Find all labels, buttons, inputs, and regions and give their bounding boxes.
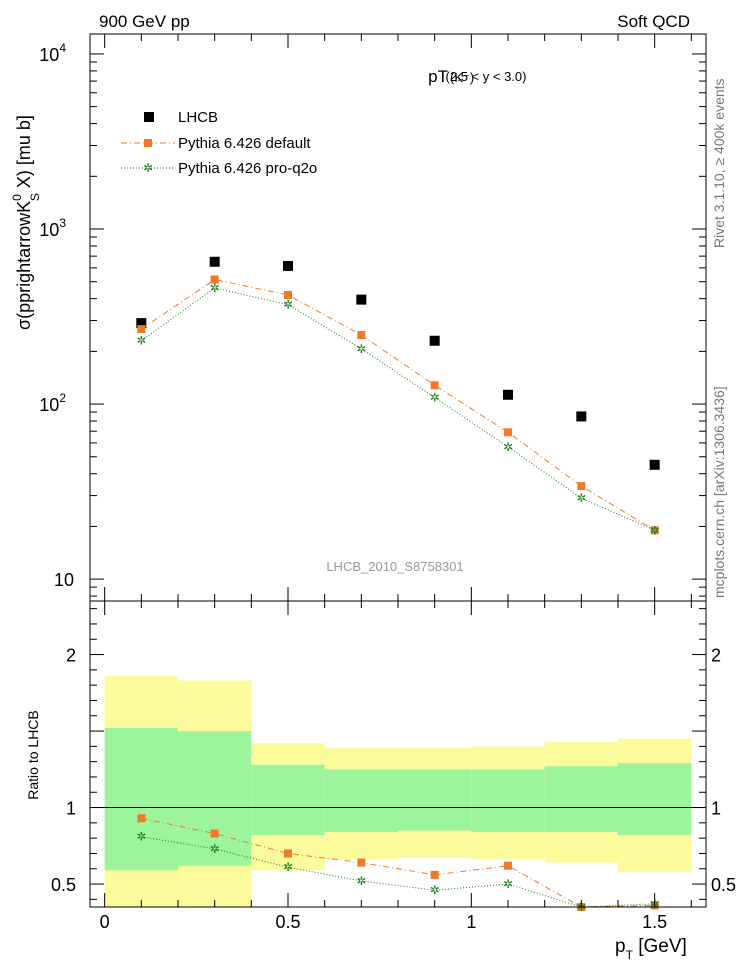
- main-y-tick-label: 103: [39, 216, 66, 240]
- lhcb-data-point: [503, 389, 513, 400]
- pythia-default-point: [577, 482, 586, 491]
- lhcb-data-point: [429, 335, 440, 346]
- ratio-pythia-proq2o-point: ✲: [210, 842, 220, 856]
- legend-label-lhcb: LHCB: [178, 109, 218, 126]
- main-y-axis-title: σ(pprightarrowK0 S X) [mu b]: [10, 115, 42, 330]
- ratio-stat-band: [104, 727, 178, 871]
- pythia-proq2o-point: ✲: [503, 440, 513, 454]
- ratio-pythia-default-point: [357, 858, 366, 867]
- pythia-default-point: [210, 275, 219, 284]
- ratio-pythia-default-point: [430, 870, 439, 879]
- plot-title-range: (2.5 < y < 3.0): [446, 69, 527, 84]
- plot-title-main: pT: [428, 67, 448, 86]
- main-y-tick-label: 10: [54, 570, 74, 590]
- legend-marker-lhcb: [144, 112, 154, 122]
- ratio-pythia-proq2o-point: ✲: [430, 883, 440, 897]
- lhcb-data-point: [649, 459, 660, 470]
- x-axis-title-base: p: [615, 936, 626, 957]
- ratio-pythia-default-point: [284, 849, 292, 858]
- legend: LHCB Pythia 6.426 default ✲ Pythia 6.426…: [121, 109, 317, 177]
- main-series-2: ✲ ✲ ✲ ✲ ✲ ✲ ✲ ✲: [136, 281, 659, 537]
- legend-marker-pythia-proq2o: ✲: [143, 161, 153, 175]
- mcplots-label: mcplots.cern.ch [arXiv:1306.3436]: [711, 386, 727, 598]
- y-axis-title-tail: X) [mu b]: [14, 115, 34, 193]
- plot-title-particle: (K⁻): [450, 70, 474, 85]
- pythia-proq2o-point: ✲: [576, 491, 586, 505]
- pythia-proq2o-point: ✲: [283, 298, 293, 312]
- header-left-label: 900 GeV pp: [99, 12, 190, 31]
- ratio-pythia-proq2o-point: ✲: [136, 830, 146, 844]
- legend-entry-pythia-default: Pythia 6.426 default: [121, 135, 311, 152]
- main-series-0: [136, 256, 660, 470]
- ratio-stat-band: [398, 769, 472, 831]
- ratio-stat-band: [178, 731, 252, 866]
- y-axis-title-sup: 0: [10, 194, 24, 201]
- legend-marker-pythia-default: [144, 139, 152, 147]
- main-panel: ✲ ✲ ✲ ✲ ✲ ✲ ✲ ✲ 10 102 103 104 pT (K⁻) (2.5 < y < …: [10, 33, 707, 602]
- pythia-default-point: [357, 331, 366, 340]
- ratio-pythia-proq2o-point: ✲: [503, 877, 513, 891]
- main-y-tick-label: 104: [39, 41, 66, 65]
- y-axis-title-base: σ(pprightarrowK: [14, 201, 34, 330]
- pythia-proq2o-point: ✲: [136, 334, 146, 348]
- ratio-y-tick-label-right: 2: [711, 646, 721, 666]
- ratio-stat-band: [324, 769, 398, 833]
- x-axis-title-sub: T: [626, 948, 634, 962]
- legend-entry-lhcb: LHCB: [144, 109, 218, 126]
- ratio-series-line-0: [141, 817, 655, 908]
- main-series-line-1: [141, 278, 655, 531]
- ratio-series-line-1: [141, 836, 655, 908]
- ratio-pythia-proq2o-point: ✲: [283, 860, 293, 874]
- x-tick-label: 0.5: [275, 912, 300, 932]
- ratio-y-tick-label-right: 0.5: [711, 875, 736, 895]
- ratio-stat-band: [544, 766, 618, 833]
- ratio-pythia-default-point: [137, 814, 146, 823]
- pythia-proq2o-point: ✲: [430, 391, 440, 405]
- x-tick-label: 1: [466, 912, 476, 932]
- main-y-tick-label: 102: [39, 391, 66, 415]
- ratio-pythia-default-point: [210, 829, 219, 838]
- pythia-default-point: [137, 325, 146, 334]
- y-axis-title-sub: S: [28, 193, 42, 201]
- lhcb-data-point: [209, 256, 220, 267]
- main-series-line-2: [141, 287, 655, 531]
- header-right-label: Soft QCD: [617, 12, 690, 31]
- pythia-default-point: [430, 381, 439, 390]
- pythia-proq2o-point: ✲: [650, 523, 660, 537]
- ratio-y-axis-title: Ratio to LHCB: [25, 710, 41, 799]
- pythia-proq2o-point: ✲: [356, 342, 366, 356]
- legend-entry-pythia-proq2o: ✲ Pythia 6.426 pro-q2o: [121, 160, 317, 177]
- x-axis-title-unit: [GeV]: [633, 936, 687, 957]
- ratio-y-tick-label-left: 1: [66, 799, 76, 819]
- lhcb-data-point: [356, 294, 367, 305]
- legend-label-pythia-default: Pythia 6.426 default: [178, 135, 311, 152]
- analysis-id-label: LHCB_2010_S8758301: [326, 559, 463, 574]
- pythia-default-point: [284, 290, 292, 299]
- ratio-stat-band: [251, 764, 325, 836]
- pythia-proq2o-point: ✲: [210, 281, 220, 295]
- x-axis-title: pT [GeV]: [615, 936, 687, 962]
- ratio-stat-band: [471, 769, 545, 833]
- rivet-version-label: Rivet 3.1.10, ≥ 400k events: [711, 78, 727, 248]
- lhcb-data-point: [136, 318, 147, 329]
- ratio-panel: ✲✲✲✲✲ ✲✲ ✲ 0.5 0.51 12 20 0.5 1 1.5 Ratio to LHC…: [25, 600, 736, 962]
- svg-text:pT [GeV]: pT [GeV]: [615, 936, 687, 962]
- ratio-stat-band: [618, 763, 692, 836]
- x-tick-label: 0: [100, 912, 110, 932]
- pythia-default-point: [504, 428, 512, 437]
- lhcb-data-point: [576, 411, 587, 422]
- lhcb-data-point: [283, 260, 293, 271]
- ratio-y-tick-label-right: 1: [711, 799, 721, 819]
- ratio-pythia-default-point: [504, 861, 512, 870]
- ratio-pythia-proq2o-point: ✲: [356, 874, 366, 888]
- ratio-y-tick-label-left: 2: [66, 646, 76, 666]
- ratio-y-tick-label-left: 0.5: [51, 875, 76, 895]
- x-tick-label: 1.5: [642, 912, 667, 932]
- legend-label-pythia-proq2o: Pythia 6.426 pro-q2o: [178, 160, 317, 177]
